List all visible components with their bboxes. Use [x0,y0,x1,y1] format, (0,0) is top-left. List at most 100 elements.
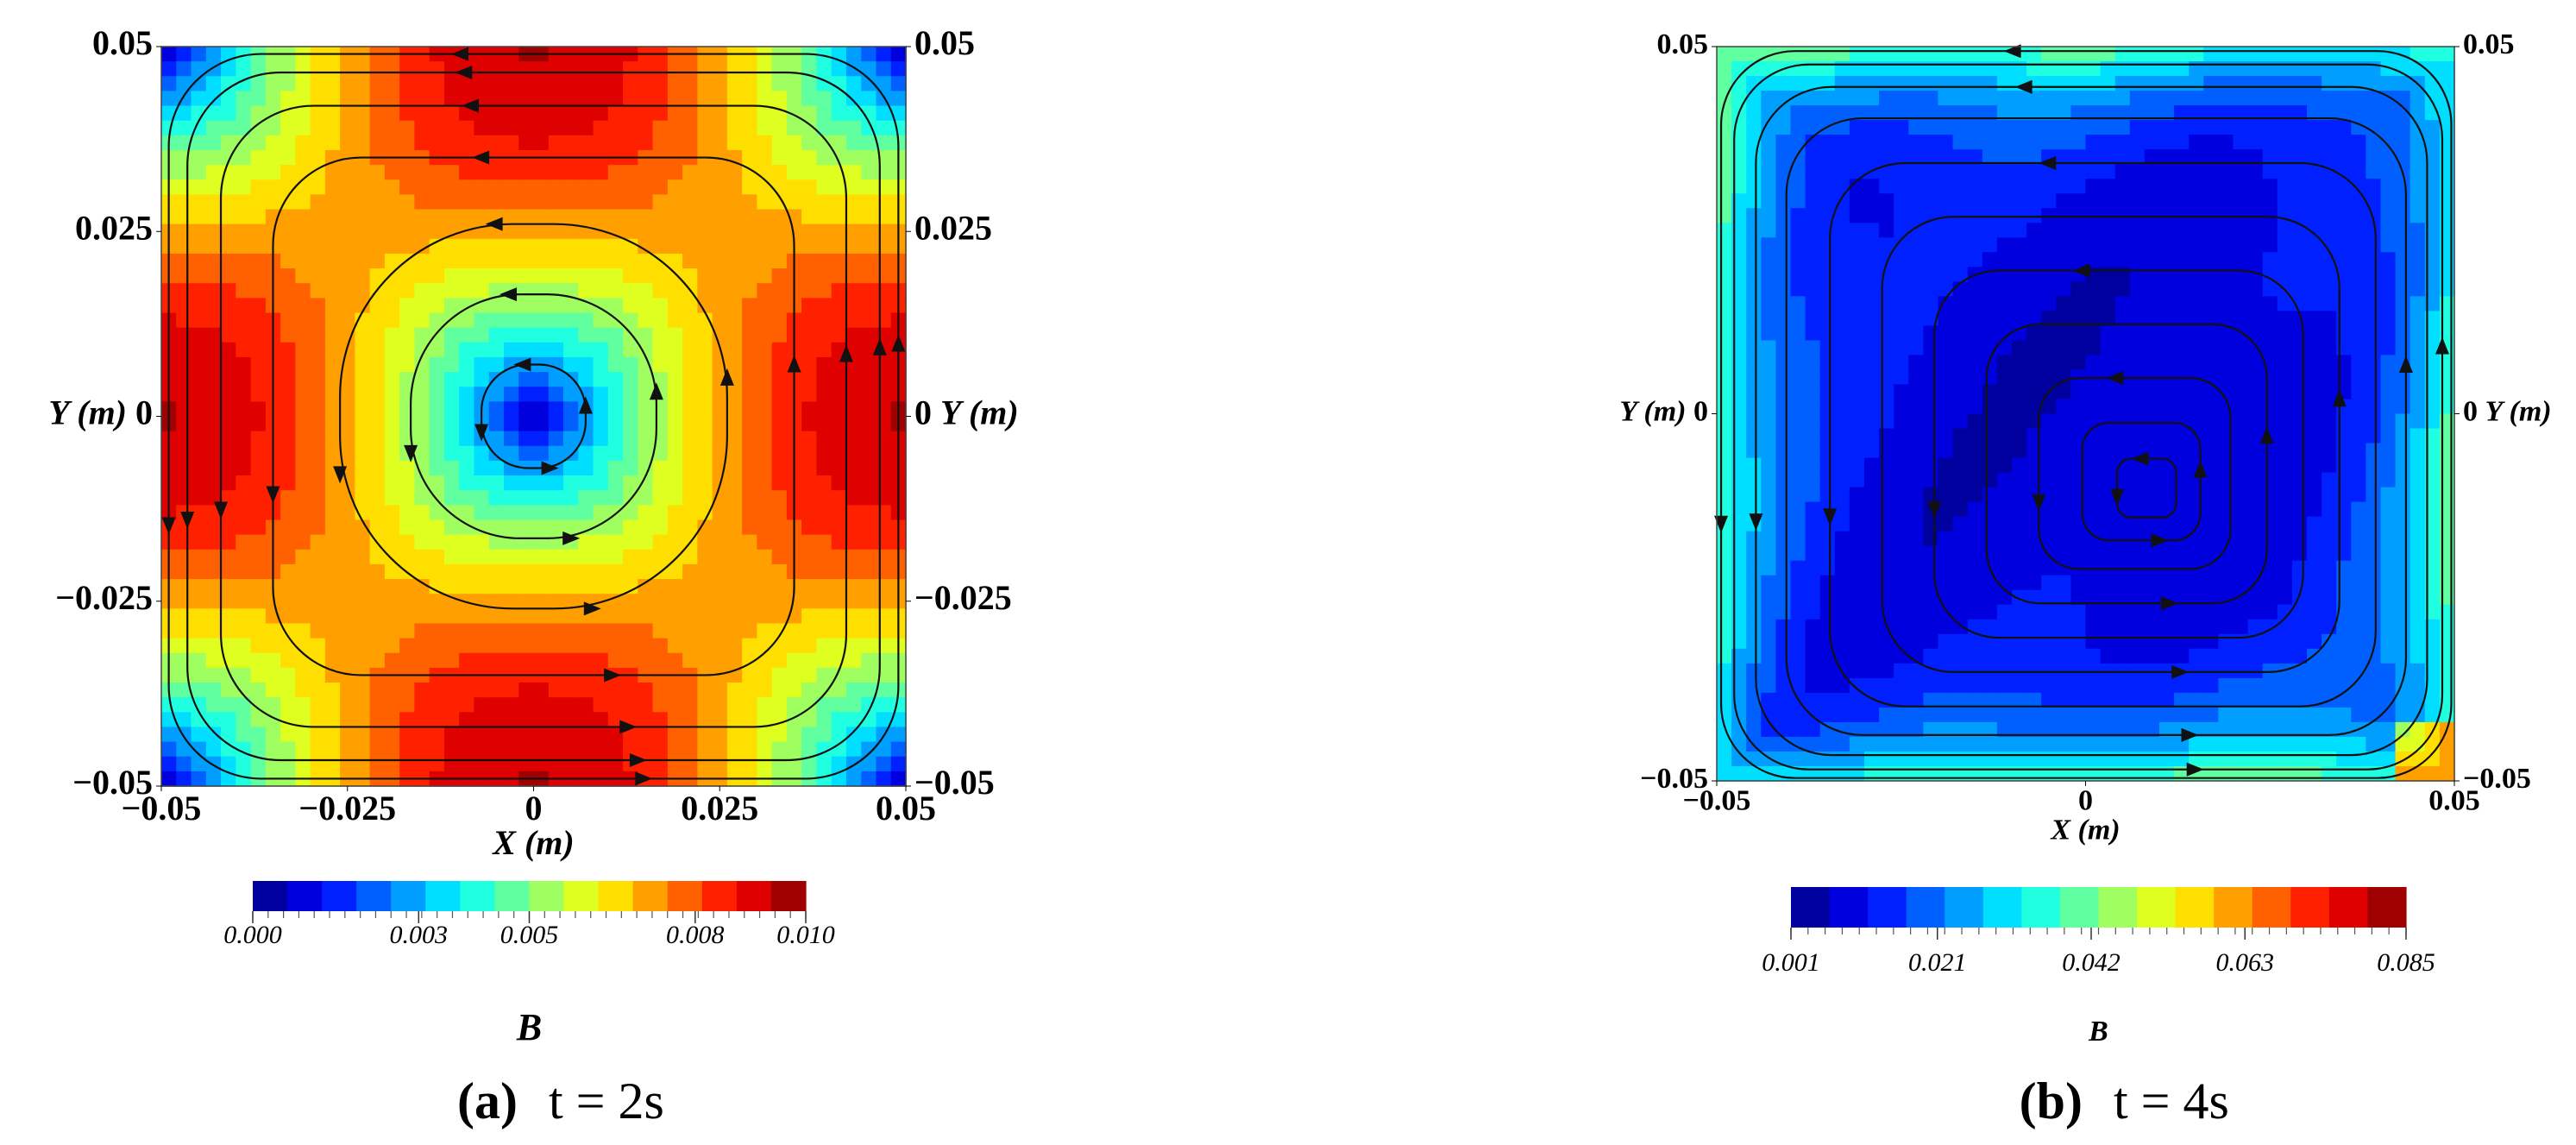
field-cell [563,697,580,714]
field-cell [1996,296,2013,312]
field-cell [2291,164,2308,179]
field-cell [2218,619,2234,635]
field-cell [1717,105,1732,121]
field-cell [474,534,490,550]
field-cell [369,298,386,314]
field-cell [816,47,832,62]
field-cell [2026,384,2042,400]
field-cell [2322,487,2337,503]
field-cell [310,387,326,403]
field-cell [2174,443,2190,459]
field-cell [861,549,877,565]
field-cell [831,475,847,491]
field-cell [533,549,550,565]
field-cell [1805,663,1821,679]
field-cell [2114,692,2131,708]
field-cell [355,431,371,447]
field-cell [786,223,802,240]
field-cell [355,356,371,373]
field-cell [295,372,311,388]
field-cell [2218,252,2234,268]
field-cell [548,652,564,669]
field-cell [786,194,802,211]
field-cell [2351,692,2367,708]
field-cell [205,697,222,714]
field-cell [1967,76,1983,91]
field-cell [1731,179,1747,194]
field-cell [2247,472,2264,488]
field-cell [548,342,564,358]
field-cell [861,179,877,196]
field-cell [1761,399,1777,415]
field-cell [191,253,207,269]
field-cell [2070,575,2087,591]
field-cell [1894,325,1910,342]
field-cell [488,727,505,743]
field-cell [280,638,297,654]
field-cell [2380,428,2397,444]
field-cell [726,120,743,136]
field-cell [2366,589,2382,606]
field-cell [548,594,564,610]
field-cell [2144,428,2160,444]
field-cell [355,342,371,358]
field-cell [2322,545,2337,562]
field-cell [1790,663,1806,679]
field-cell [443,741,460,758]
field-cell [2012,677,2027,694]
field-cell [518,638,535,654]
field-cell [1967,399,1983,415]
field-cell [757,268,773,285]
field-cell [1834,135,1850,150]
field-cell [623,623,639,639]
field-cell [697,549,713,565]
field-cell [518,105,535,122]
field-cell [831,534,847,550]
field-cell [1982,281,1998,298]
field-cell [176,623,192,639]
colorbar-band [391,881,426,911]
field-cell [757,638,773,654]
field-cell [1775,633,1792,650]
field-cell [2366,252,2382,268]
field-cell [2026,692,2042,708]
field-cell [355,608,371,625]
field-cell [2026,296,2042,312]
field-cell [607,283,624,299]
field-cell [250,342,267,358]
field-cell [667,238,683,255]
field-cell [2026,105,2042,121]
field-cell [1996,457,2013,474]
field-cell [2233,91,2249,106]
field-cell [1717,692,1732,708]
field-cell [221,342,237,358]
field-cell [1923,355,1939,371]
field-cell [742,223,758,240]
field-cell [1819,545,1836,562]
streamline [272,156,795,676]
field-cell [2395,516,2411,532]
field-cell [2307,619,2322,635]
field-cell [697,105,713,122]
field-cell [161,61,178,78]
field-cell [414,387,430,403]
y-tick-label: −0.025 [55,578,153,617]
field-cell [2351,267,2367,283]
field-cell [2351,428,2367,444]
field-cell [742,342,758,358]
field-cell [816,652,832,669]
field-cell [667,756,683,772]
field-cell [443,756,460,772]
field-cell [861,76,877,92]
field-cell [2395,663,2411,679]
field-cell [429,652,445,669]
field-cell [1938,545,1954,562]
field-cell [518,135,535,151]
field-cell [2114,633,2131,650]
field-cell [861,563,877,580]
field-cell [429,356,445,373]
field-cell [1879,736,1894,752]
field-cell [176,268,192,285]
field-cell [2144,707,2160,723]
field-cell [845,416,863,432]
